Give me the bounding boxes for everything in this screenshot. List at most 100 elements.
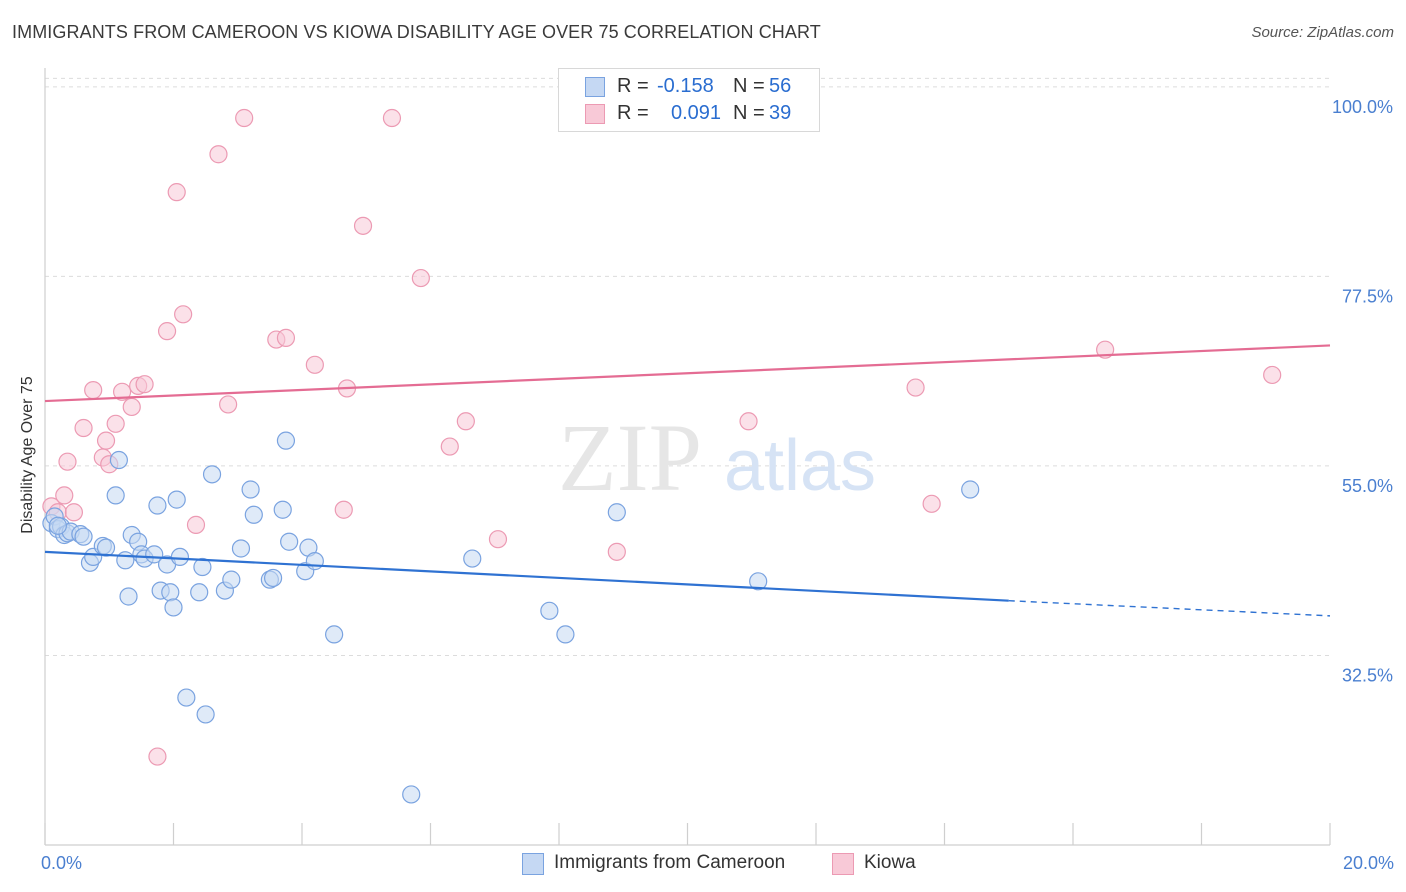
kiowa-point (209, 145, 228, 164)
kiowa-point (74, 418, 93, 438)
kiowa-point (607, 542, 626, 561)
cameroon-point (280, 532, 299, 551)
kiowa-point (106, 414, 125, 433)
kiowa-trend-line (44, 344, 1331, 403)
cameroon-point (170, 547, 190, 567)
legend-r-value: 0.091 (671, 102, 722, 124)
cameroon-point (402, 785, 421, 804)
kiowa-point (219, 395, 238, 414)
kiowa-point (411, 268, 430, 288)
kiowa-point (906, 378, 925, 397)
cameroon-point (148, 496, 167, 515)
kiowa-point (167, 183, 186, 202)
kiowa-point (112, 382, 132, 401)
cameroon-point (241, 480, 260, 499)
legend-r-value: -0.158 (657, 75, 714, 97)
source-label: Source: ZipAtlas.com (1251, 24, 1394, 41)
legend-n-label: N = (733, 75, 765, 97)
watermark-atlas: atlas (724, 426, 876, 506)
kiowa-point (58, 452, 77, 471)
kiowa-point (64, 503, 84, 522)
kiowa-point (739, 412, 758, 431)
axes (44, 68, 1331, 846)
kiowa-point (96, 431, 116, 450)
watermark-zip: ZIP (558, 404, 702, 511)
legend-r-label: R = (617, 75, 649, 97)
kiowa-point (135, 375, 154, 394)
cameroon-point (540, 601, 559, 620)
legend-swatch-pink (585, 104, 605, 124)
cameroon-point (305, 552, 324, 571)
y-tick-label: 77.5% (1342, 286, 1393, 306)
correlation-legend: R = -0.158 N = 56 R = 0.091 N = 39 (558, 68, 820, 132)
x-tick-label: 0.0% (41, 853, 82, 873)
cameroon-point (119, 587, 138, 606)
kiowa-point (174, 305, 193, 324)
cameroon-point (202, 465, 222, 484)
kiowa-point (84, 381, 103, 400)
kiowa-point (440, 437, 459, 456)
cameroon-point (48, 516, 67, 535)
cameroon-point (961, 480, 980, 499)
cameroon-point (222, 570, 241, 589)
y-tick-label: 32.5% (1342, 665, 1393, 685)
legend-swatch-blue (585, 77, 605, 97)
cameroon-point (325, 625, 344, 644)
trend-lines (44, 344, 1331, 617)
cameroon-trend-extension (1008, 600, 1331, 617)
y-tick-label: 100.0% (1332, 97, 1393, 117)
kiowa-point (353, 216, 373, 235)
cameroon-point (177, 688, 196, 707)
cameroon-point (109, 450, 128, 470)
bottom-legend-label: Kiowa (864, 852, 916, 873)
cameroon-point (164, 598, 183, 617)
x-tick-label: 20.0% (1343, 853, 1394, 873)
bottom-legend-label: Immigrants from Cameroon (554, 852, 786, 873)
cameroon-point (161, 583, 180, 602)
kiowa-point (334, 500, 353, 519)
kiowa-point (55, 486, 74, 505)
kiowa-point (488, 530, 508, 549)
cameroon-point (556, 625, 575, 644)
kiowa-point (456, 412, 475, 431)
cameroon-point (167, 490, 186, 509)
cameroon-point (196, 705, 215, 724)
cameroon-point (263, 568, 283, 588)
cameroon-point (607, 503, 626, 522)
cameroon-point (463, 549, 482, 568)
kiowa-point (922, 494, 941, 513)
cameroon-point (106, 486, 125, 505)
legend-n-label: N = (733, 102, 765, 124)
kiowa-point (186, 515, 206, 534)
tick-labels: 32.5% 55.0% 77.5% 100.0% 0.0% 20.0% (41, 97, 1394, 873)
watermark: ZIP atlas (558, 404, 876, 511)
cameroon-points (42, 431, 980, 804)
kiowa-point (157, 322, 177, 341)
legend-r-label: R = (617, 102, 649, 124)
legend-n-value: 39 (769, 102, 792, 124)
cameroon-point (231, 539, 251, 558)
kiowa-point (235, 108, 254, 128)
cameroon-point (190, 583, 209, 602)
kiowa-point (305, 355, 324, 374)
cameroon-point (193, 557, 212, 577)
legend-n-value: 56 (769, 75, 792, 97)
cameroon-point (116, 551, 135, 570)
cameroon-point (244, 505, 263, 524)
bottom-legend-swatch-blue (522, 853, 544, 875)
chart-title: IMMIGRANTS FROM CAMEROON VS KIOWA DISABI… (12, 22, 821, 42)
cameroon-point (276, 431, 296, 450)
cameroon-trend-line (44, 550, 1009, 602)
kiowa-point (382, 108, 402, 128)
kiowa-point (122, 397, 141, 417)
kiowa-point (1263, 365, 1282, 385)
cameroon-point (749, 572, 768, 591)
cameroon-point (96, 538, 116, 557)
y-tick-label: 55.0% (1342, 476, 1393, 496)
gridlines (45, 77, 1330, 656)
bottom-legend-swatch-pink (832, 853, 854, 875)
kiowa-point (276, 328, 296, 347)
cameroon-point (273, 500, 292, 519)
kiowa-point (148, 747, 167, 766)
